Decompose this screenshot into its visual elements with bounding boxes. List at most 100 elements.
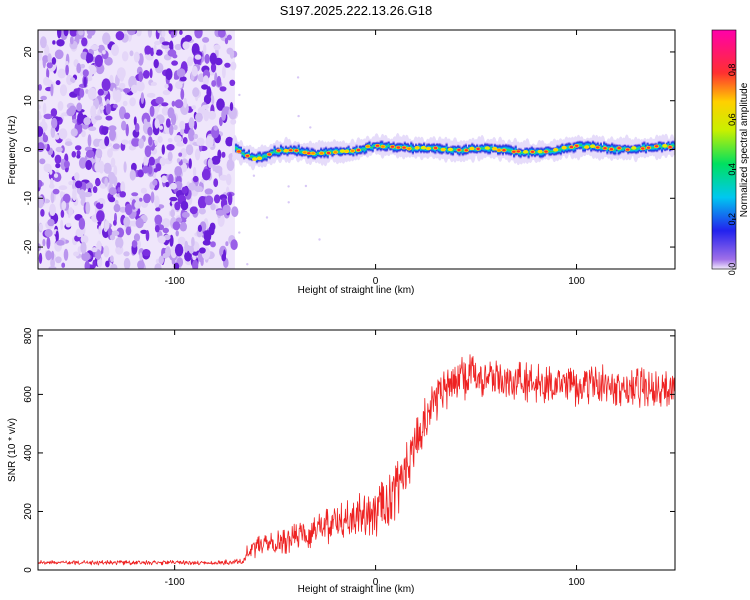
colorbar: 0.0 0.2 0.4 0.6 0.8 Normalized spectral ampl…	[711, 29, 750, 275]
noise-speckle	[229, 79, 236, 87]
noise-speckle	[143, 156, 149, 168]
noise-speckle	[136, 81, 145, 92]
signal-column	[673, 141, 675, 151]
noise-speckle	[131, 162, 137, 172]
noise-speckle	[104, 177, 108, 187]
signal-column	[447, 146, 450, 156]
noise-speckle	[166, 144, 175, 151]
signal-column	[617, 143, 620, 156]
signal-column	[482, 144, 485, 153]
signal-column	[578, 140, 582, 151]
noise-speckle	[188, 245, 194, 254]
noise-speckle	[131, 192, 139, 197]
signal-column	[259, 150, 262, 163]
noise-speckle	[108, 187, 117, 196]
noise-speckle	[54, 154, 62, 164]
noise-speckle	[113, 176, 118, 187]
noise-speckle	[88, 126, 97, 131]
signal-peak	[396, 146, 401, 149]
noise-speckle	[171, 258, 176, 265]
noise-speckle	[210, 62, 217, 73]
x-tick-label: -100	[165, 577, 185, 588]
noise-speckle	[38, 51, 42, 61]
noise-speckle	[42, 134, 49, 143]
signal-column	[468, 143, 471, 154]
noise-speckle	[169, 182, 177, 190]
noise-speckle	[96, 210, 105, 223]
noise-speckle	[38, 179, 43, 188]
noise-speckle	[184, 250, 192, 262]
signal-column	[439, 142, 442, 155]
noise-speckle	[224, 62, 231, 68]
noise-speckle	[174, 166, 183, 177]
noise-speckle	[68, 207, 74, 216]
signal-column	[394, 143, 397, 153]
signal-column	[567, 141, 570, 153]
signal-column	[480, 143, 484, 153]
y-tick-label: -10	[23, 191, 34, 206]
noise-speckle	[176, 68, 186, 78]
noise-speckle	[92, 259, 97, 269]
signal-column	[325, 145, 328, 158]
noise-speckle	[123, 88, 131, 93]
noise-speckle	[83, 76, 87, 88]
noise-speckle	[199, 247, 206, 254]
noise-speckle	[161, 144, 165, 155]
noise-speckle	[78, 217, 86, 230]
noise-speckle	[119, 191, 126, 198]
signal-column	[651, 142, 654, 153]
signal-peak	[426, 147, 431, 150]
noise-speckle	[47, 218, 55, 227]
noise-speckle	[191, 236, 195, 247]
noise-speckle	[68, 181, 74, 186]
noise-speckle	[191, 65, 198, 77]
signal-column	[659, 140, 662, 151]
signal-column	[664, 143, 667, 152]
noise-speckle	[45, 250, 52, 261]
noise-speckle	[309, 126, 312, 129]
signal-column	[672, 139, 675, 151]
noise-speckle	[184, 240, 189, 253]
signal-column	[652, 142, 656, 153]
noise-speckle	[123, 257, 131, 269]
noise-speckle	[222, 204, 231, 214]
noise-speckle	[246, 263, 249, 266]
noise-speckle	[167, 151, 173, 162]
noise-speckle	[98, 160, 105, 174]
noise-speckle	[287, 201, 290, 204]
noise-speckle	[48, 266, 57, 269]
signal-column	[506, 143, 509, 156]
signal-peak	[470, 147, 474, 150]
noise-speckle	[131, 138, 140, 147]
noise-speckle	[180, 88, 185, 100]
noise-speckle	[146, 92, 156, 98]
noise-speckle	[187, 56, 194, 67]
colorbar-frame	[711, 29, 737, 270]
noise-speckle	[127, 30, 136, 36]
noise-speckle	[124, 203, 133, 216]
noise-speckle	[97, 88, 105, 96]
noise-speckle	[142, 249, 151, 257]
noise-speckle	[50, 177, 54, 188]
noise-speckle	[137, 169, 144, 178]
noise-speckle	[152, 179, 158, 186]
signal-peak	[590, 145, 595, 148]
noise-speckle	[111, 230, 120, 236]
noise-speckle	[161, 41, 170, 46]
signal-column	[263, 150, 267, 162]
noise-speckle	[147, 126, 153, 136]
noise-speckle	[170, 31, 175, 39]
noise-speckle	[150, 81, 157, 86]
signal-peak	[441, 148, 446, 151]
noise-speckle	[189, 206, 198, 215]
colorbar-tick-label: 0.4	[727, 163, 737, 176]
noise-speckle	[179, 221, 187, 232]
x-tick-label: 100	[568, 577, 585, 588]
noise-speckle	[129, 169, 136, 181]
noise-speckle	[139, 197, 143, 202]
noise-speckle	[80, 241, 87, 254]
signal-peak	[516, 150, 521, 153]
signal-peak	[603, 147, 607, 150]
noise-speckle	[55, 163, 61, 169]
signal-column	[251, 151, 254, 162]
